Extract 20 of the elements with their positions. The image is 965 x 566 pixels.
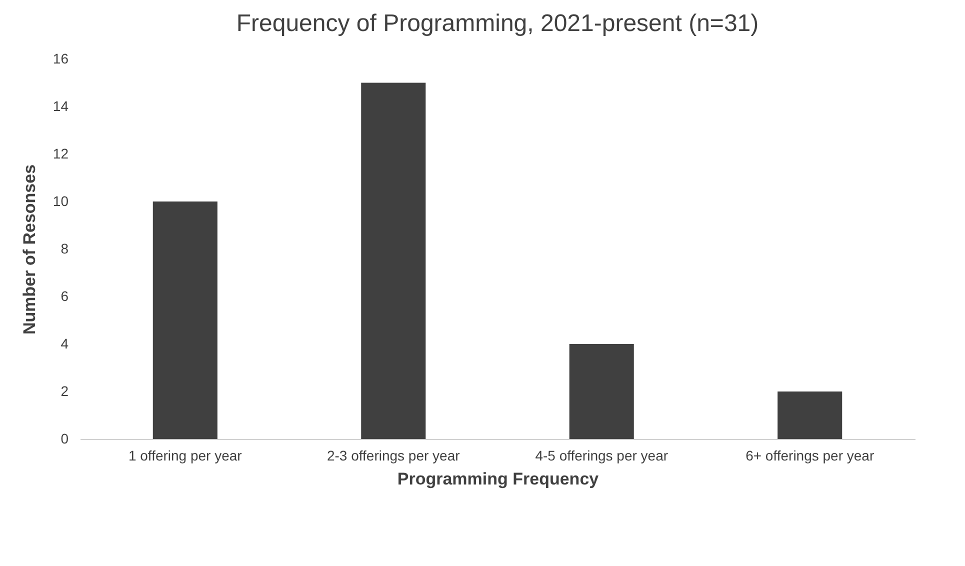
bar [569, 344, 634, 439]
chart-title: Frequency of Programming, 2021-present (n=31) [236, 10, 759, 37]
bar [778, 392, 842, 439]
bar [361, 82, 426, 439]
x-tick-label: 6+ offerings per year [746, 448, 874, 464]
y-tick-label: 10 [52, 193, 69, 209]
y-tick-label: 16 [52, 50, 69, 66]
x-axis-title: Programming Frequency [397, 470, 600, 488]
x-tick-label: 4-5 offerings per year [535, 448, 668, 464]
y-tick-label: 6 [60, 288, 69, 304]
y-tick-label: 2 [60, 383, 69, 399]
x-tick-label: 1 offering per year [128, 448, 242, 464]
x-tick-label: 2-3 offerings per year [326, 448, 460, 464]
y-tick-label: 14 [52, 98, 69, 114]
bar [152, 202, 218, 439]
y-axis-title: Number of Resonses [20, 164, 39, 335]
y-tick-label: 8 [60, 240, 69, 256]
y-tick-label: 12 [52, 146, 69, 162]
y-tick-label: 4 [60, 336, 69, 352]
y-tick-label: 0 [60, 430, 69, 446]
